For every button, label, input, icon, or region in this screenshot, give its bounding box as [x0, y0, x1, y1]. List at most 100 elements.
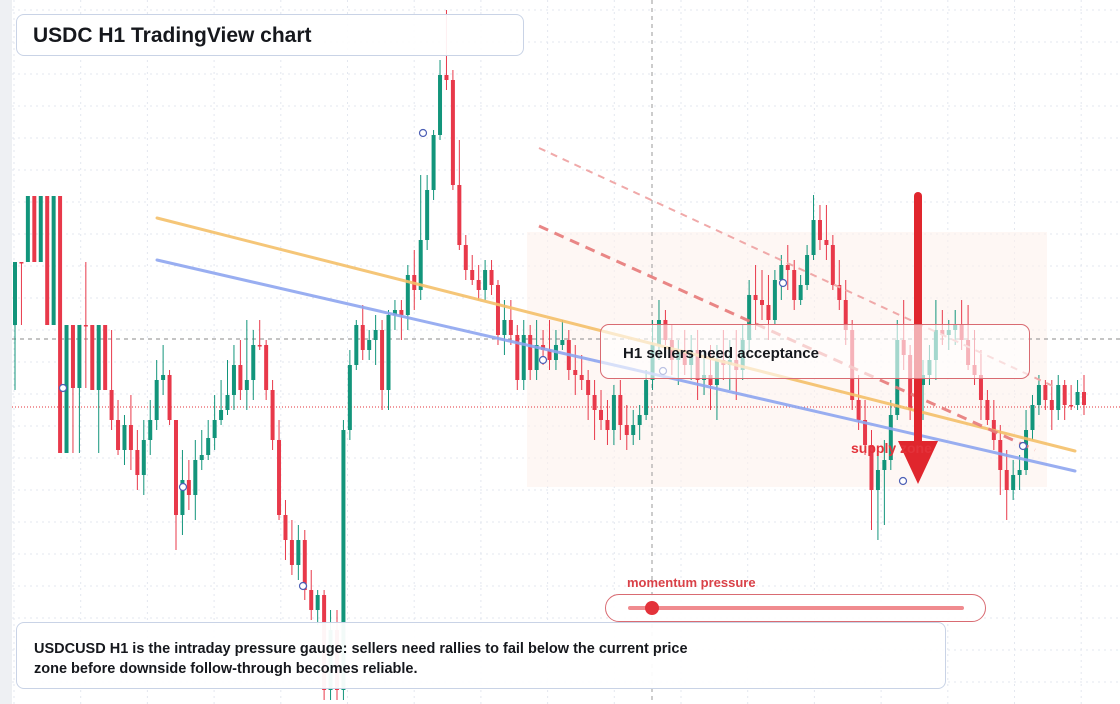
candle-body	[637, 415, 642, 425]
candle-body	[302, 540, 307, 590]
candle-body	[624, 425, 629, 435]
candle-body	[277, 440, 282, 515]
candle-body	[438, 75, 443, 135]
candle-body	[1011, 475, 1016, 490]
caption-box: USDCUSD H1 is the intraday pressure gaug…	[16, 622, 946, 689]
candle-body	[1069, 405, 1074, 407]
candle-body	[70, 325, 75, 388]
candle-body	[244, 380, 249, 390]
candle-body	[148, 420, 153, 440]
candle-body	[1036, 385, 1041, 405]
candle-body	[476, 280, 481, 290]
chart-title: USDC H1 TradingView chart	[33, 24, 312, 47]
candle-body	[1030, 405, 1035, 430]
candle-body	[457, 185, 462, 245]
candle-body	[463, 245, 468, 270]
candle-body	[747, 295, 752, 340]
candle-body	[888, 415, 893, 460]
candle-body	[817, 220, 822, 240]
candle-body	[206, 438, 211, 455]
candle-body	[212, 420, 217, 438]
candle-body	[798, 285, 803, 300]
candle-body	[347, 365, 352, 430]
candle-body	[231, 365, 236, 395]
candle-body	[521, 335, 526, 380]
candle-body	[875, 470, 880, 490]
candle-body	[58, 196, 63, 453]
candle-body	[1049, 400, 1054, 410]
candle-body	[289, 540, 294, 565]
candle-body	[251, 345, 256, 380]
candle-body	[238, 365, 243, 390]
candle-body	[1075, 392, 1080, 405]
candle-body	[489, 270, 494, 285]
candle-body	[470, 270, 475, 280]
candle-body	[843, 300, 848, 330]
candle-body	[599, 410, 604, 420]
candle-body	[515, 335, 520, 380]
pivot-marker	[178, 482, 188, 492]
momentum-thumb	[644, 601, 659, 615]
candle-body	[315, 595, 320, 610]
candle-body	[785, 265, 790, 270]
pivot-marker	[778, 278, 788, 288]
down-arrow-head	[898, 441, 938, 484]
candle-body	[605, 420, 610, 430]
candle-body	[309, 590, 314, 610]
candle-body	[367, 340, 372, 350]
candle-body	[586, 380, 591, 395]
pivot-marker	[58, 383, 68, 393]
candle-body	[483, 270, 488, 290]
candle-body	[450, 80, 455, 185]
candle-body	[1017, 470, 1022, 475]
candle-body	[193, 460, 198, 495]
candle-body	[373, 330, 378, 340]
candle-body	[811, 220, 816, 255]
pivot-marker	[1018, 441, 1028, 451]
candle-body	[760, 300, 765, 305]
candle-body	[1056, 385, 1061, 410]
candle-body	[186, 480, 191, 495]
candle-body	[766, 305, 771, 320]
candle-body	[141, 440, 146, 475]
candle-body	[264, 345, 269, 390]
candle-body	[908, 355, 913, 410]
candle-body	[418, 240, 423, 290]
candle-body	[180, 480, 185, 515]
candle-body	[77, 325, 82, 388]
candle-body	[360, 325, 365, 350]
candle-body	[837, 285, 842, 300]
candle-body	[90, 325, 95, 390]
candle-body	[122, 425, 127, 450]
candle-body	[425, 190, 430, 240]
callout-box: H1 sellers need acceptance	[600, 324, 1030, 379]
candle-body	[96, 325, 101, 390]
candle-body	[405, 275, 410, 315]
candle-body	[225, 395, 230, 410]
candle-body	[921, 375, 926, 385]
candle-body	[1024, 430, 1029, 470]
momentum-gauge	[605, 594, 986, 622]
candle-body	[1004, 470, 1009, 490]
candle-body	[573, 370, 578, 375]
candle-body	[51, 196, 56, 325]
candle-body	[13, 262, 17, 325]
supply-zone-label: supply zone	[851, 440, 932, 456]
candle-body	[579, 375, 584, 380]
candle-body	[1082, 392, 1086, 405]
candle-body	[779, 265, 784, 280]
candle-body	[495, 285, 500, 335]
candle-body	[644, 380, 649, 415]
candle-body	[856, 400, 861, 420]
candle-body	[199, 455, 204, 460]
candle-body	[534, 345, 539, 370]
candle-body	[882, 460, 887, 470]
candle-body	[219, 410, 224, 420]
candle-body	[863, 420, 868, 445]
pivot-marker	[538, 355, 548, 365]
candle-body	[772, 280, 777, 320]
candle-body	[528, 335, 533, 370]
candle-body	[135, 450, 140, 475]
candle-body	[128, 425, 133, 450]
